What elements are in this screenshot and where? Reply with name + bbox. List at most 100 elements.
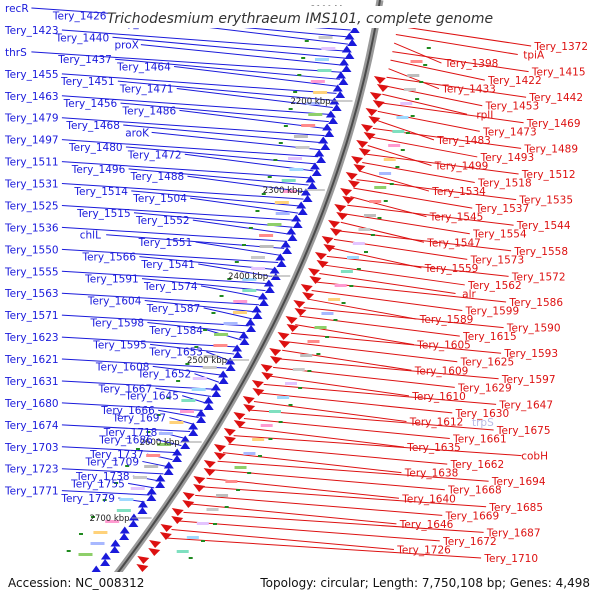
gene-label[interactable]: Tery_1755 [70, 478, 125, 490]
gene-label[interactable]: Tery_1480 [68, 142, 123, 154]
gene-label[interactable]: Tery_1608 [95, 361, 150, 373]
gene-label[interactable]: Tery_1531 [4, 179, 59, 191]
gene-label[interactable]: Tery_1499 [434, 160, 489, 172]
gene-label[interactable]: Tery_1726 [396, 544, 451, 556]
gene-label[interactable]: Tery_1661 [452, 434, 507, 446]
gene-label[interactable]: Tery_1779 [60, 493, 115, 505]
gene-label[interactable]: Tery_1479 [4, 113, 59, 125]
gene-label[interactable]: Tery_1518 [477, 178, 532, 190]
gene-label[interactable]: Tery_1535 [518, 195, 573, 207]
gene-label-faint[interactable]: trpS [472, 417, 494, 429]
gene-label[interactable]: Tery_1451 [60, 76, 115, 88]
gene-label[interactable]: Tery_1433 [441, 84, 496, 96]
gene-label[interactable]: Tery_1584 [148, 325, 203, 337]
gene-label[interactable]: Tery_1605 [416, 340, 471, 352]
gene-label[interactable]: Tery_1554 [472, 229, 527, 241]
gene-label[interactable]: Tery_1472 [127, 149, 182, 161]
gene-label[interactable]: Tery_1544 [516, 220, 571, 232]
gene-label[interactable]: recR [5, 3, 29, 15]
gene-label[interactable]: Tery_1672 [442, 536, 497, 548]
gene-label[interactable]: Tery_1662 [450, 459, 505, 471]
gene-label[interactable]: Tery_1453 [485, 101, 540, 113]
gene-label[interactable]: Tery_1497 [4, 135, 59, 147]
gene-label[interactable]: chlL [80, 230, 101, 242]
gene-label[interactable]: Tery_1558 [513, 246, 568, 258]
gene-label[interactable]: Tery_1372 [533, 41, 588, 53]
gene-label[interactable]: Tery_1737 [89, 449, 144, 461]
gene-label[interactable]: Tery_1455 [4, 69, 59, 81]
gene-label[interactable]: Tery_1709 [84, 456, 139, 468]
gene-label[interactable]: Tery_1571 [4, 310, 59, 322]
gene-label[interactable]: Tery_1645 [124, 391, 179, 403]
gene-label[interactable]: Tery_1591 [84, 274, 139, 286]
gene-label[interactable]: Tery_1471 [119, 83, 174, 95]
gene-label[interactable]: Tery_1442 [528, 92, 583, 104]
gene-label[interactable]: Tery_1590 [506, 323, 561, 335]
gene-label[interactable]: Tery_1629 [457, 382, 512, 394]
gene-label[interactable]: Tery_1552 [135, 215, 190, 227]
gene-label[interactable]: Tery_1489 [523, 143, 578, 155]
gene-label[interactable]: Tery_1525 [4, 200, 59, 212]
gene-label[interactable]: Tery_1514 [73, 186, 128, 198]
gene-label[interactable]: Tery_1685 [488, 502, 543, 514]
gene-label[interactable]: Tery_1504 [132, 193, 187, 205]
gene-label[interactable]: Tery_1551 [138, 237, 193, 249]
gene-label[interactable]: Tery_1464 [116, 62, 171, 74]
gene-label[interactable]: Tery_1515 [76, 208, 131, 220]
gene-label[interactable]: Tery_1555 [4, 266, 59, 278]
gene-label[interactable]: Tery_1469 [526, 118, 581, 130]
gene-label[interactable]: Tery_1488 [130, 171, 185, 183]
gene-label[interactable]: Tery_1547 [426, 237, 481, 249]
gene-label[interactable]: Tery_1598 [90, 317, 145, 329]
gene-label[interactable]: Tery_1674 [4, 420, 59, 432]
gene-label[interactable]: Tery_1587 [146, 303, 201, 315]
gene-label[interactable]: Tery_1541 [140, 259, 195, 271]
gene-label[interactable]: Tery_1550 [4, 244, 59, 256]
gene-label[interactable]: Tery_1668 [447, 485, 502, 497]
gene-label[interactable]: Tery_1496 [71, 164, 126, 176]
gene-label[interactable]: tpiA [523, 50, 545, 62]
gene-label[interactable]: proX [114, 40, 138, 52]
gene-label[interactable]: Tery_1653 [148, 347, 203, 359]
gene-label[interactable]: Tery_1640 [401, 493, 456, 505]
gene-label[interactable]: Tery_1723 [4, 464, 59, 476]
gene-label[interactable]: alr [462, 288, 476, 300]
gene-label[interactable]: Tery_1718 [103, 427, 158, 439]
gene-label[interactable]: Tery_1486 [122, 105, 177, 117]
gene-label[interactable]: Tery_1573 [470, 254, 525, 266]
gene-label[interactable]: Tery_1483 [436, 135, 491, 147]
gene-label[interactable]: Tery_1646 [399, 519, 454, 531]
gene-label[interactable]: Tery_1652 [137, 369, 192, 381]
gene-label[interactable]: Tery_1595 [92, 339, 147, 351]
gene-label[interactable]: Tery_1422 [487, 75, 542, 87]
gene-label[interactable]: Tery_1666 [100, 405, 155, 417]
gene-label[interactable]: Tery_1534 [431, 186, 486, 198]
gene-label[interactable]: Tery_1423 [4, 25, 59, 37]
gene-label[interactable]: Tery_1437 [57, 54, 112, 66]
gene-label[interactable]: Tery_1566 [81, 252, 136, 264]
gene-label[interactable]: Tery_1647 [498, 399, 553, 411]
gene-label[interactable]: Tery_1623 [4, 332, 59, 344]
gene-label[interactable]: Tery_1738 [75, 471, 130, 483]
gene-label[interactable]: Tery_1589 [419, 314, 474, 326]
gene-label[interactable]: Tery_1710 [483, 553, 538, 565]
gene-label[interactable]: Tery_1593 [503, 348, 558, 360]
gene-label[interactable]: Tery_1440 [55, 32, 110, 44]
gene-label[interactable]: Tery_1511 [4, 157, 59, 169]
gene-label[interactable]: Tery_1468 [65, 120, 120, 132]
gene-label[interactable]: cobH [521, 451, 548, 463]
gene-label[interactable]: Tery_1631 [4, 376, 59, 388]
gene-label[interactable]: Tery_1586 [508, 297, 563, 309]
gene-label[interactable]: Tery_1398 [444, 58, 499, 70]
gene-label[interactable]: Tery_1426 [52, 10, 107, 22]
gene-label[interactable]: Tery_1687 [486, 527, 541, 539]
gene-label[interactable]: Tery_1597 [501, 374, 556, 386]
gene-label[interactable]: Tery_1604 [87, 296, 142, 308]
gene-label[interactable]: Tery_1680 [4, 398, 59, 410]
gene-label[interactable]: Tery_1675 [496, 425, 551, 437]
gene-label[interactable]: Tery_1559 [424, 263, 479, 275]
gene-label[interactable]: Tery_1512 [521, 169, 576, 181]
gene-label[interactable]: Tery_1703 [4, 442, 59, 454]
gene-label[interactable]: Tery_1686 [98, 434, 153, 446]
gene-label[interactable]: aroK [125, 127, 150, 139]
